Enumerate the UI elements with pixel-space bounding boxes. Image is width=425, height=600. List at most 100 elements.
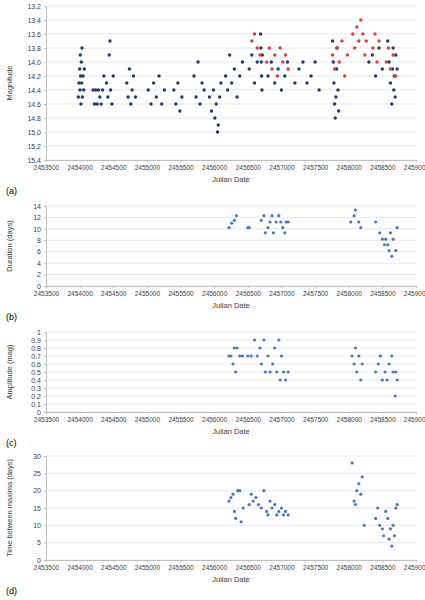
point: [216, 130, 219, 133]
tick: 0.4: [31, 377, 46, 384]
point: [387, 46, 390, 49]
tick-label: 2459000: [404, 164, 425, 171]
point: [242, 506, 245, 509]
point: [349, 220, 352, 223]
tick: 4: [37, 260, 46, 267]
point: [266, 354, 269, 357]
tick: 12: [33, 214, 46, 221]
point: [383, 243, 386, 246]
tick-mark: [382, 160, 383, 162]
grid-line: [46, 146, 416, 147]
tick: 15.2: [27, 143, 46, 150]
tick-label: 2459000: [404, 564, 425, 571]
tick-label: 2454500: [101, 416, 127, 423]
tick-mark: [416, 160, 417, 162]
x-axis-title: Julian Date: [212, 427, 250, 436]
tick-label: 2455000: [135, 290, 161, 297]
tick-mark: [248, 160, 249, 162]
tick-label: 2458000: [337, 290, 363, 297]
tick: 2457500: [303, 160, 329, 171]
x-axis: 2453500245400024545002455000245550024560…: [34, 560, 425, 571]
point: [78, 88, 81, 91]
point: [227, 499, 230, 502]
point: [79, 53, 82, 56]
point: [253, 338, 256, 341]
tick-label: 15: [33, 505, 41, 512]
point: [112, 74, 115, 77]
tick: 13.2: [27, 3, 46, 10]
point: [250, 53, 253, 56]
point: [260, 60, 263, 63]
tick-label: 2457000: [269, 416, 295, 423]
tick: 14.4: [27, 87, 46, 94]
point: [387, 538, 390, 541]
point: [340, 39, 343, 42]
point: [77, 95, 80, 98]
point: [382, 534, 385, 537]
point: [395, 67, 398, 70]
tick-label: 2453500: [34, 416, 60, 423]
point: [392, 88, 395, 91]
point: [297, 67, 300, 70]
point: [234, 517, 237, 520]
point: [281, 226, 284, 229]
point: [396, 378, 399, 381]
point: [287, 370, 290, 373]
tick-mark: [147, 286, 148, 288]
tick-mark: [44, 412, 46, 413]
point: [355, 489, 358, 492]
point: [106, 95, 109, 98]
tick-label: 2456000: [202, 290, 228, 297]
point: [227, 226, 230, 229]
point: [377, 39, 380, 42]
axis-line: [47, 412, 417, 413]
point: [381, 378, 384, 381]
tick: 0.7: [31, 353, 46, 360]
tick-label: 2457000: [269, 564, 295, 571]
tick: 2458000: [337, 160, 363, 171]
point: [367, 60, 370, 63]
tick-label: 2454500: [101, 164, 127, 171]
tick-mark: [281, 560, 282, 562]
point: [365, 39, 368, 42]
point: [233, 219, 236, 222]
point: [241, 60, 244, 63]
tick: 2454500: [101, 160, 127, 171]
grid: [46, 6, 416, 160]
tick: 15.0: [27, 129, 46, 136]
tick: 2453500: [34, 560, 60, 571]
point: [215, 102, 218, 105]
tick-mark: [44, 332, 46, 333]
tick: 8: [37, 237, 46, 244]
point: [353, 362, 356, 365]
point: [353, 214, 356, 217]
point: [256, 60, 259, 63]
grid-line: [46, 251, 416, 252]
tick-mark: [181, 412, 182, 414]
point: [258, 346, 261, 349]
tick-label: 10: [33, 522, 41, 529]
tick-label: 2455500: [168, 564, 194, 571]
point: [381, 527, 384, 530]
tick-label: 2455500: [168, 290, 194, 297]
tick: 0.9: [31, 337, 46, 344]
tick-mark: [113, 560, 114, 562]
tick: 2459000: [404, 160, 425, 171]
tick-mark: [214, 160, 215, 162]
point: [238, 489, 241, 492]
grid-line: [46, 206, 416, 207]
tick-label: 14: [33, 203, 41, 210]
grid-line: [46, 118, 416, 119]
x-axis: 2453500245400024545002455000245550024560…: [34, 160, 425, 171]
tick-mark: [281, 286, 282, 288]
grid-line: [46, 76, 416, 77]
point: [238, 74, 241, 77]
tick: 14.8: [27, 115, 46, 122]
point: [234, 370, 237, 373]
tick-mark: [44, 404, 46, 405]
tick: 2455500: [168, 412, 194, 423]
tick: 14.0: [27, 59, 46, 66]
grid-line: [46, 217, 416, 218]
tick-label: 2458500: [370, 416, 396, 423]
point: [254, 496, 257, 499]
